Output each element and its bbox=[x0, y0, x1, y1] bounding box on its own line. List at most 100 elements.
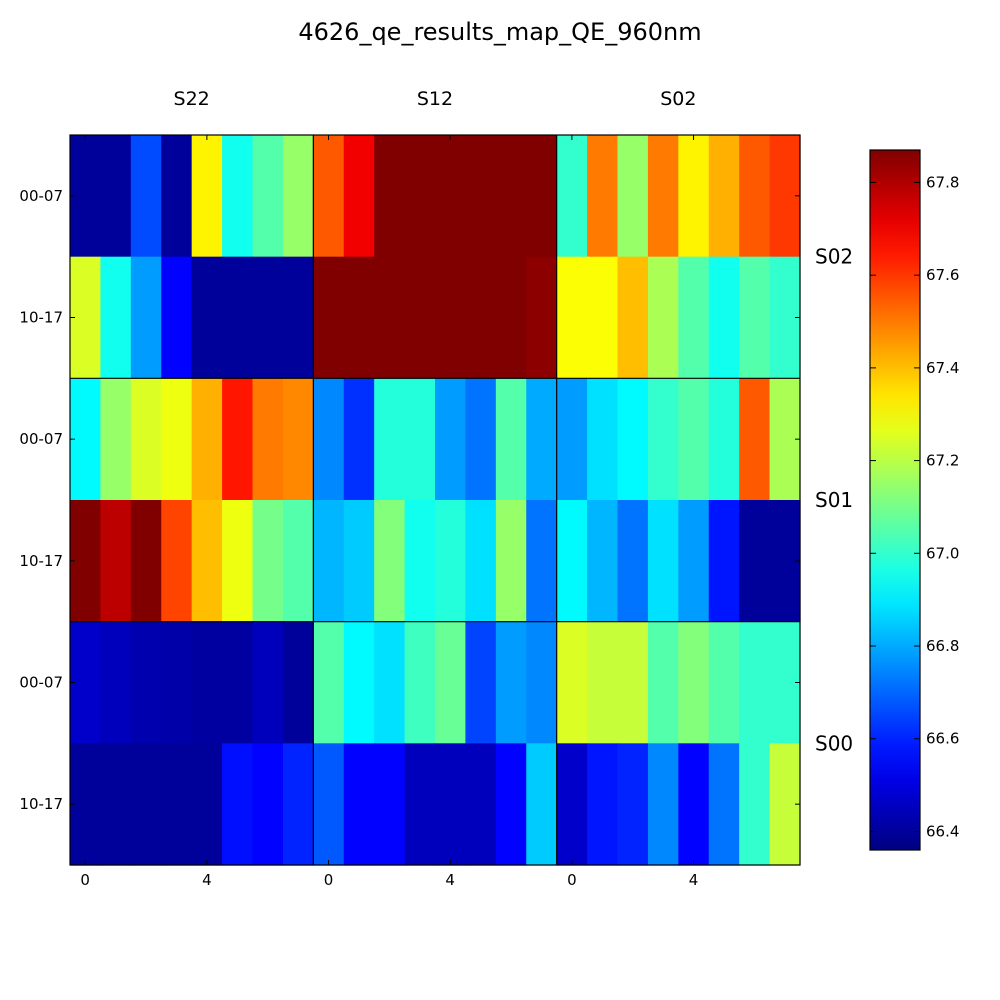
heatmap-cell bbox=[708, 500, 740, 623]
heatmap-cell bbox=[100, 135, 132, 258]
heatmap-cell bbox=[404, 743, 436, 866]
heatmap-cell bbox=[678, 135, 710, 258]
segment-dividers bbox=[69, 134, 801, 866]
heatmap-cell bbox=[252, 500, 284, 623]
heatmap-cell bbox=[374, 500, 406, 623]
heatmap-cells bbox=[70, 135, 801, 866]
heatmap-cell bbox=[556, 135, 588, 258]
heatmap-cell bbox=[404, 256, 436, 379]
row-segment-label: S02 bbox=[815, 245, 853, 269]
heatmap-cell bbox=[70, 378, 102, 501]
colorbar-tick-label: 67.4 bbox=[926, 359, 959, 377]
heatmap-cell bbox=[70, 256, 102, 379]
heatmap-cell bbox=[678, 743, 710, 866]
x-tick-label: 0 bbox=[324, 871, 334, 889]
heatmap-cell bbox=[100, 621, 132, 744]
column-segment-label: S02 bbox=[660, 88, 696, 110]
heatmap-cell bbox=[252, 256, 284, 379]
heatmap-cell bbox=[191, 743, 223, 866]
heatmap-cell bbox=[161, 500, 193, 623]
heatmap-cell bbox=[252, 135, 284, 258]
axis-ticks: 00-07 10-17 00-07 10-17 00-07 10-17 0 4 0 4 0 4 bbox=[19, 135, 800, 889]
heatmap-cell bbox=[526, 500, 558, 623]
y-tick-label: 00-07 bbox=[19, 430, 63, 448]
heatmap-cell bbox=[465, 256, 497, 379]
x-tick-label: 0 bbox=[80, 871, 90, 889]
heatmap-cell bbox=[222, 256, 254, 379]
heatmap-cell bbox=[678, 621, 710, 744]
row-segment-label: S01 bbox=[815, 488, 853, 512]
heatmap-cell bbox=[130, 621, 162, 744]
heatmap-cell bbox=[556, 256, 588, 379]
heatmap-cell bbox=[587, 378, 619, 501]
column-segment-label: S12 bbox=[417, 88, 453, 110]
heatmap-cell bbox=[587, 743, 619, 866]
heatmap-cell bbox=[130, 256, 162, 379]
heatmap-cell bbox=[435, 621, 467, 744]
heatmap-cell bbox=[343, 743, 375, 866]
heatmap-cell bbox=[647, 378, 679, 501]
heatmap-cell bbox=[556, 621, 588, 744]
heatmap-cell bbox=[161, 378, 193, 501]
colorbar: 66.4 66.6 66.8 67.0 67.2 67.4 67.6 67.8 bbox=[869, 149, 959, 851]
heatmap-cell bbox=[587, 500, 619, 623]
heatmap-cell bbox=[374, 743, 406, 866]
heatmap-cell bbox=[191, 378, 223, 501]
heatmap-cell bbox=[313, 500, 345, 623]
heatmap-cell bbox=[191, 621, 223, 744]
heatmap-cell bbox=[526, 621, 558, 744]
heatmap-cell bbox=[374, 135, 406, 258]
heatmap-cell bbox=[161, 621, 193, 744]
heatmap-cell bbox=[617, 621, 649, 744]
heatmap-cell bbox=[739, 500, 771, 623]
heatmap-cell bbox=[343, 500, 375, 623]
heatmap-cell bbox=[587, 621, 619, 744]
y-tick-label: 00-07 bbox=[19, 674, 63, 692]
row-segment-labels: S02 S01 S00 bbox=[815, 245, 853, 756]
heatmap-cell bbox=[313, 378, 345, 501]
heatmap-cell bbox=[739, 135, 771, 258]
heatmap-cell bbox=[222, 743, 254, 866]
heatmap-cell bbox=[130, 378, 162, 501]
y-tick-label: 00-07 bbox=[19, 187, 63, 205]
heatmap-cell bbox=[282, 256, 314, 379]
heatmap-cell bbox=[465, 743, 497, 866]
heatmap-cell bbox=[435, 256, 467, 379]
heatmap-cell bbox=[495, 743, 527, 866]
heatmap-cell bbox=[282, 743, 314, 866]
heatmap-cell bbox=[739, 743, 771, 866]
heatmap-cell bbox=[404, 378, 436, 501]
heatmap-cell bbox=[252, 378, 284, 501]
heatmap-cell bbox=[222, 378, 254, 501]
heatmap-cell bbox=[70, 135, 102, 258]
heatmap-cell bbox=[526, 743, 558, 866]
x-tick-label: 0 bbox=[567, 871, 577, 889]
heatmap-cell bbox=[130, 500, 162, 623]
heatmap-cell bbox=[739, 378, 771, 501]
heatmap-cell bbox=[70, 743, 102, 866]
heatmap-cell bbox=[617, 256, 649, 379]
heatmap-cell bbox=[374, 621, 406, 744]
heatmap-cell bbox=[404, 621, 436, 744]
heatmap-cell bbox=[252, 743, 284, 866]
heatmap-cell bbox=[343, 378, 375, 501]
heatmap-cell bbox=[191, 135, 223, 258]
heatmap-cell bbox=[435, 378, 467, 501]
heatmap-cell bbox=[495, 621, 527, 744]
heatmap-cell bbox=[495, 500, 527, 623]
heatmap-cell bbox=[100, 378, 132, 501]
heatmap-cell bbox=[678, 256, 710, 379]
heatmap-cell bbox=[435, 135, 467, 258]
heatmap-cell bbox=[343, 621, 375, 744]
heatmap-cell bbox=[708, 621, 740, 744]
heatmap-cell bbox=[617, 378, 649, 501]
heatmap-cell bbox=[130, 743, 162, 866]
heatmap-cell bbox=[313, 621, 345, 744]
heatmap-cell bbox=[130, 135, 162, 258]
column-segment-label: S22 bbox=[174, 88, 210, 110]
heatmap-cell bbox=[161, 135, 193, 258]
heatmap-cell bbox=[495, 378, 527, 501]
heatmap-cell bbox=[313, 743, 345, 866]
heatmap-cell bbox=[161, 743, 193, 866]
